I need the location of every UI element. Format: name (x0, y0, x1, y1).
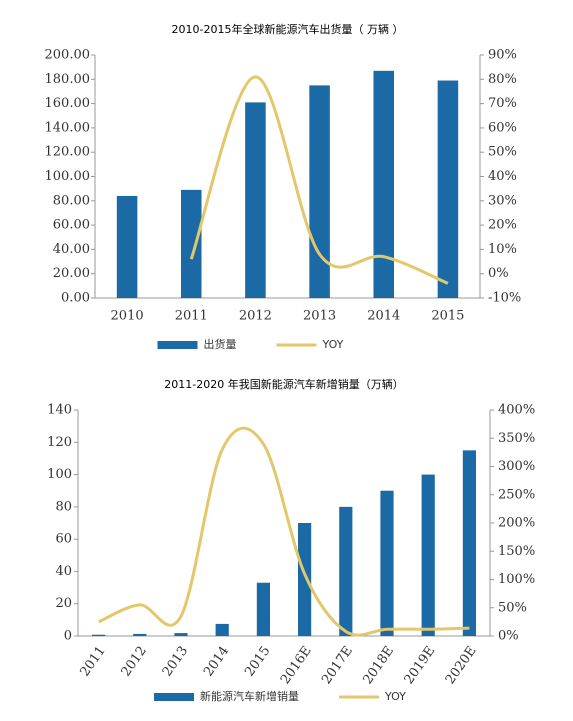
y2-tick-label: 70% (488, 96, 517, 111)
y2-tick-label: 0% (488, 266, 509, 281)
legend-label: 出货量 (204, 337, 237, 351)
bar (92, 634, 106, 636)
y2-tick-label: 40% (488, 169, 517, 184)
y-tick-label: 100 (47, 467, 72, 482)
y2-tick-label: 350% (498, 431, 535, 446)
bar (380, 490, 394, 636)
y-tick-label: 120.00 (45, 145, 91, 160)
y2-tick-label: 300% (498, 459, 535, 474)
y2-tick-label: 60% (488, 120, 517, 135)
y2-tick-label: 400% (498, 403, 535, 418)
chart-title: 2010-2015年全球新能源汽车出货量（ 万辆 ） (172, 22, 404, 36)
y2-tick-label: 80% (488, 72, 517, 87)
y-tick-label: 0.00 (61, 291, 90, 306)
chart-title: 2011-2020 年我国新能源汽车新增销量（万辆） (164, 377, 403, 391)
legend-label: YOY (322, 338, 344, 351)
y-tick-label: 40.00 (53, 242, 90, 257)
x-tick-label: 2013 (160, 644, 191, 680)
x-tick-label: 2018E (360, 644, 397, 687)
x-tick-label: 2012 (239, 309, 272, 324)
bar (309, 85, 330, 298)
y-tick-label: 140 (47, 403, 72, 418)
x-tick-label: 2011 (77, 644, 108, 680)
y2-tick-label: 150% (498, 544, 535, 559)
y2-tick-label: 90% (488, 48, 517, 63)
legend-label: YOY (384, 690, 406, 703)
x-tick-label: 2016E (278, 644, 315, 687)
yoy-line (189, 75, 449, 285)
bar (174, 633, 188, 636)
legend-swatch (154, 693, 194, 701)
y-tick-label: 40 (55, 564, 72, 579)
legend-label: 新能源汽车新增销量 (200, 689, 299, 703)
y2-tick-label: 250% (498, 487, 535, 502)
y2-tick-label: 50% (488, 145, 517, 160)
y-tick-label: 200.00 (45, 48, 91, 63)
y-tick-label: 140.00 (45, 120, 91, 135)
x-tick-label: 2013 (303, 309, 336, 324)
y2-tick-label: 20% (488, 218, 517, 233)
y2-tick-label: 200% (498, 516, 535, 531)
y-tick-label: 80.00 (53, 193, 90, 208)
y-tick-label: 180.00 (45, 72, 91, 87)
y-tick-label: 60.00 (53, 218, 90, 233)
x-tick-label: 2014 (201, 644, 232, 680)
bar (298, 523, 312, 636)
bar (180, 189, 202, 298)
y2-tick-label: 0% (498, 629, 519, 644)
y2-tick-label: 10% (488, 242, 517, 257)
y2-tick-label: -10% (488, 291, 521, 306)
y-tick-label: 60 (55, 532, 72, 547)
bar (421, 474, 435, 636)
bar (256, 582, 270, 636)
x-tick-label: 2015 (242, 644, 273, 680)
y2-tick-label: 30% (488, 193, 517, 208)
bar (245, 102, 266, 298)
x-tick-label: 2015 (431, 309, 464, 324)
x-tick-label: 2010 (111, 309, 144, 324)
bar (437, 80, 459, 298)
y-tick-label: 20.00 (53, 266, 90, 281)
yoy-line (97, 426, 470, 637)
x-tick-label: 2017E (319, 644, 356, 687)
x-tick-label: 2011 (175, 309, 208, 324)
y-tick-label: 0 (64, 629, 72, 644)
x-tick-label: 2019E (402, 644, 439, 687)
x-tick-label: 2020E (443, 644, 480, 687)
y-tick-label: 120 (47, 435, 72, 450)
y-tick-label: 160.00 (45, 96, 91, 111)
bar (133, 633, 147, 636)
bar (215, 623, 229, 636)
bar (116, 195, 138, 298)
bar (373, 70, 395, 298)
x-tick-label: 2012 (119, 644, 150, 680)
y-tick-label: 80 (55, 499, 72, 514)
x-tick-label: 2014 (367, 309, 400, 324)
bar (339, 506, 353, 636)
y-tick-label: 100.00 (45, 169, 91, 184)
y2-tick-label: 100% (498, 572, 535, 587)
legend-swatch (157, 341, 198, 349)
bar (462, 450, 476, 636)
y-tick-label: 20 (55, 596, 72, 611)
y2-tick-label: 50% (498, 600, 527, 615)
